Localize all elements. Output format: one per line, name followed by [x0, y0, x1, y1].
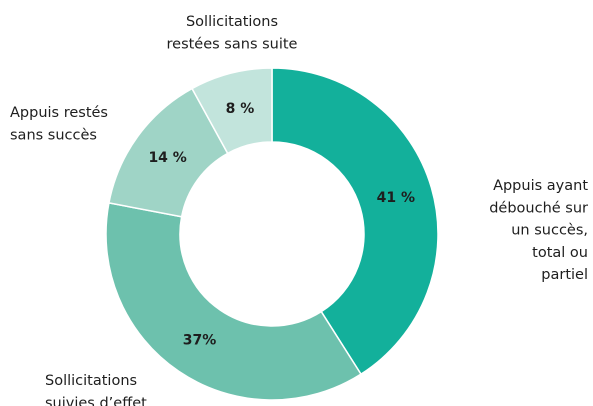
slice — [191, 67, 273, 155]
category-label: Appuis ayant débouché sur un succès, total … — [489, 178, 588, 283]
category-label: Sollicitations suivies d’effet — [45, 373, 147, 406]
category-label: Appuis restés sans succès — [10, 105, 108, 143]
value-label: 14 % — [148, 150, 186, 166]
value-label: 41 % — [377, 190, 415, 206]
slice — [271, 67, 439, 376]
value-label: 37% — [183, 333, 217, 349]
category-label: Sollicitations restées sans suite — [167, 14, 298, 52]
slice — [105, 202, 362, 401]
value-label: 8 % — [226, 101, 255, 117]
